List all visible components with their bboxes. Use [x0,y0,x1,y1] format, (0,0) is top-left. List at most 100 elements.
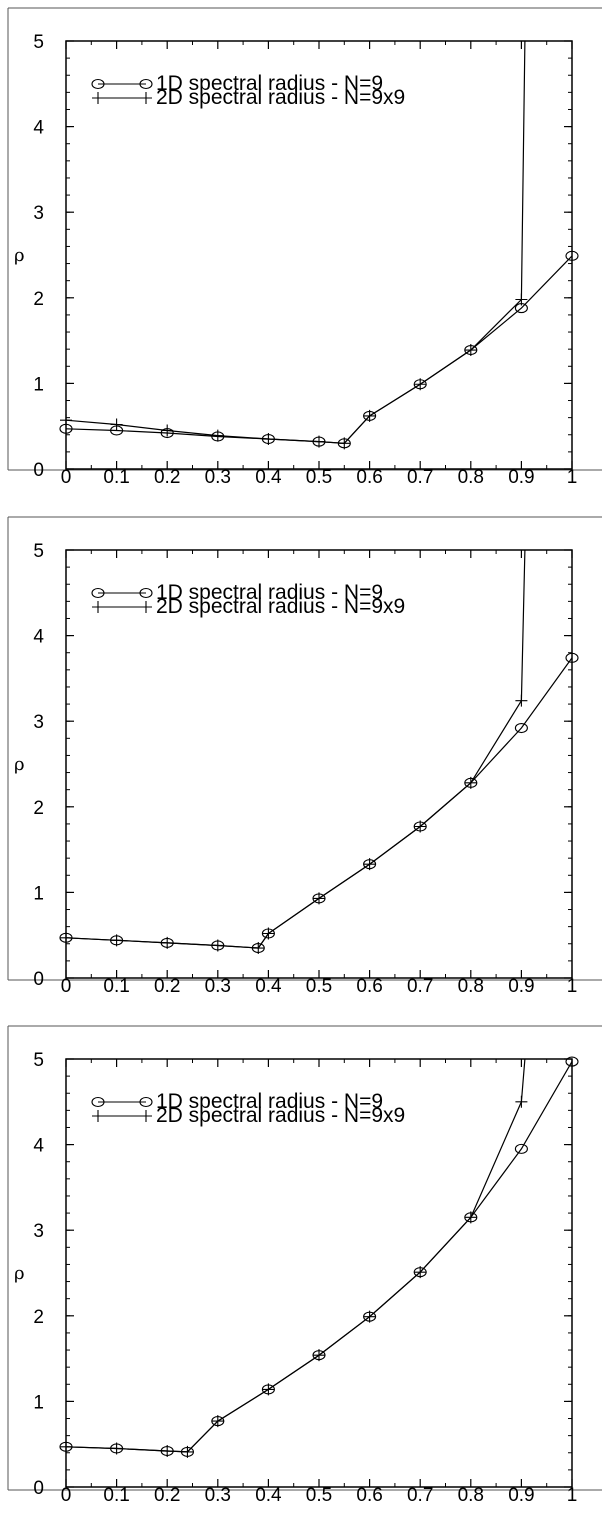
x-tick-label: 0.2 [154,467,180,488]
x-tick-label: 0.9 [508,1485,534,1506]
x-tick-label: 0.6 [356,1485,382,1506]
legend-marker-circle [91,78,105,90]
data-point-plus [363,858,376,871]
data-point-plus [181,1445,194,1458]
x-tick-label: 0.3 [205,976,231,997]
x-tick-label: 0.1 [103,1485,129,1506]
data-point-plus [515,293,528,306]
series-line-2 [65,1059,526,1453]
data-point-plus [414,378,427,391]
data-point-circle [565,1056,579,1067]
data-point-circle [514,722,528,734]
data-point-plus [262,433,275,446]
data-point-plus [313,892,325,905]
x-tick-label: 0.5 [306,976,332,997]
x-tick-label: 0.2 [154,976,180,997]
x-tick-label: 0.4 [255,1485,282,1506]
x-tick-label: 0.6 [356,976,382,997]
legend-label-2: 2D spectral radius - N=9x9 [156,595,405,618]
y-tick-label: 5 [33,32,44,53]
x-tick-label: 0.8 [458,1485,484,1506]
x-tick-label: 1 [567,1485,578,1506]
data-point-plus [252,942,265,955]
series-line-1 [65,657,573,949]
data-point-plus [262,1383,275,1396]
x-tick-label: 0 [61,1485,72,1506]
x-tick-label: 0.9 [508,467,534,488]
data-point-plus [464,1211,477,1224]
x-tick-label: 0.7 [407,1485,433,1506]
data-point-plus [262,927,275,940]
legend-marker-plus [92,1110,104,1122]
x-tick-label: 0.3 [205,467,231,488]
y-tick-label: 1 [33,1392,44,1413]
legend-marker-plus [92,92,104,104]
y-tick-label: 4 [33,627,44,648]
legend-marker-plus [92,601,104,613]
legend-marker-circle [139,1096,153,1108]
y-tick-label: 1 [33,883,44,904]
legend-marker-circle [139,587,153,599]
x-tick-label: 0.1 [103,976,129,997]
legend-marker-circle [139,78,153,90]
x-tick-label: 0.5 [306,1485,332,1506]
data-point-circle [565,652,579,663]
legend-label-2: 2D spectral radius - N=9x9 [156,86,405,109]
chart-panel-3: 0 1 2 3 4 5 0 0.1 0.2 0.3 0.4 0.5 0.6 0.7 0.8 0.9 1 ρ 1D s… [7,1025,602,1506]
x-tick-label: 0.2 [154,1485,180,1506]
chart-panel-1: 0 1 2 3 4 5 0 0.1 0.2 0.3 0.4 0.5 0.6 0.7 0.8 0.9 1 ρ 1D s… [7,7,602,488]
x-tick-label: 0.8 [458,467,484,488]
y-tick-label: 3 [33,203,44,224]
data-point-plus [110,1442,123,1455]
data-point-plus [338,437,351,450]
legend-marker-plus [140,92,152,104]
y-tick-label: 2 [33,798,44,819]
series-line-1 [65,255,573,444]
x-tick-label: 0.7 [407,467,433,488]
data-point-plus [313,435,325,448]
y-tick-label: 3 [33,712,44,733]
x-tick-label: 0.1 [103,467,129,488]
x-tick-label: 1 [567,976,578,997]
data-point-plus [515,1095,528,1108]
data-point-plus [60,414,72,427]
data-point-plus [211,1415,224,1428]
x-tick-label: 0 [61,976,72,997]
data-point-plus [363,409,376,422]
data-point-plus [464,776,477,789]
data-point-plus [161,424,174,437]
y-axis-label: ρ [14,245,25,266]
series-line-2 [65,41,526,444]
y-tick-label: 5 [33,1050,44,1071]
legend-marker-plus [140,601,152,613]
x-tick-label: 0.6 [356,467,382,488]
x-tick-label: 0.5 [306,467,332,488]
legend-marker-circle [91,1096,105,1108]
data-point-plus [161,1445,174,1458]
x-tick-label: 0.8 [458,976,484,997]
x-tick-label: 0.4 [255,467,282,488]
y-tick-label: 4 [33,1136,44,1157]
x-tick-label: 1 [567,467,578,488]
y-tick-label: 2 [33,1307,44,1328]
legend-label-1: 1D spectral radius - N=9 [156,1090,383,1113]
x-tick-label: 0.4 [255,976,282,997]
data-point-plus [60,1440,72,1453]
data-point-plus [161,936,174,949]
y-tick-label: 1 [33,374,44,395]
data-point-plus [515,694,528,707]
y-tick-label: 5 [33,541,44,562]
data-point-plus [414,820,427,833]
data-point-plus [211,429,224,442]
y-axis-label: ρ [14,754,25,775]
chart-panel-2: 0 1 2 3 4 5 0 0.1 0.2 0.3 0.4 0.5 0.6 0.7 0.8 0.9 1 ρ 1D s… [7,516,602,997]
data-point-plus [363,1310,376,1323]
data-point-circle [565,250,579,261]
x-tick-label: 0.9 [508,976,534,997]
data-point-plus [313,1349,325,1362]
series-line-2 [65,550,526,949]
y-tick-label: 3 [33,1221,44,1242]
y-tick-label: 4 [33,118,44,139]
data-point-plus [110,418,123,431]
